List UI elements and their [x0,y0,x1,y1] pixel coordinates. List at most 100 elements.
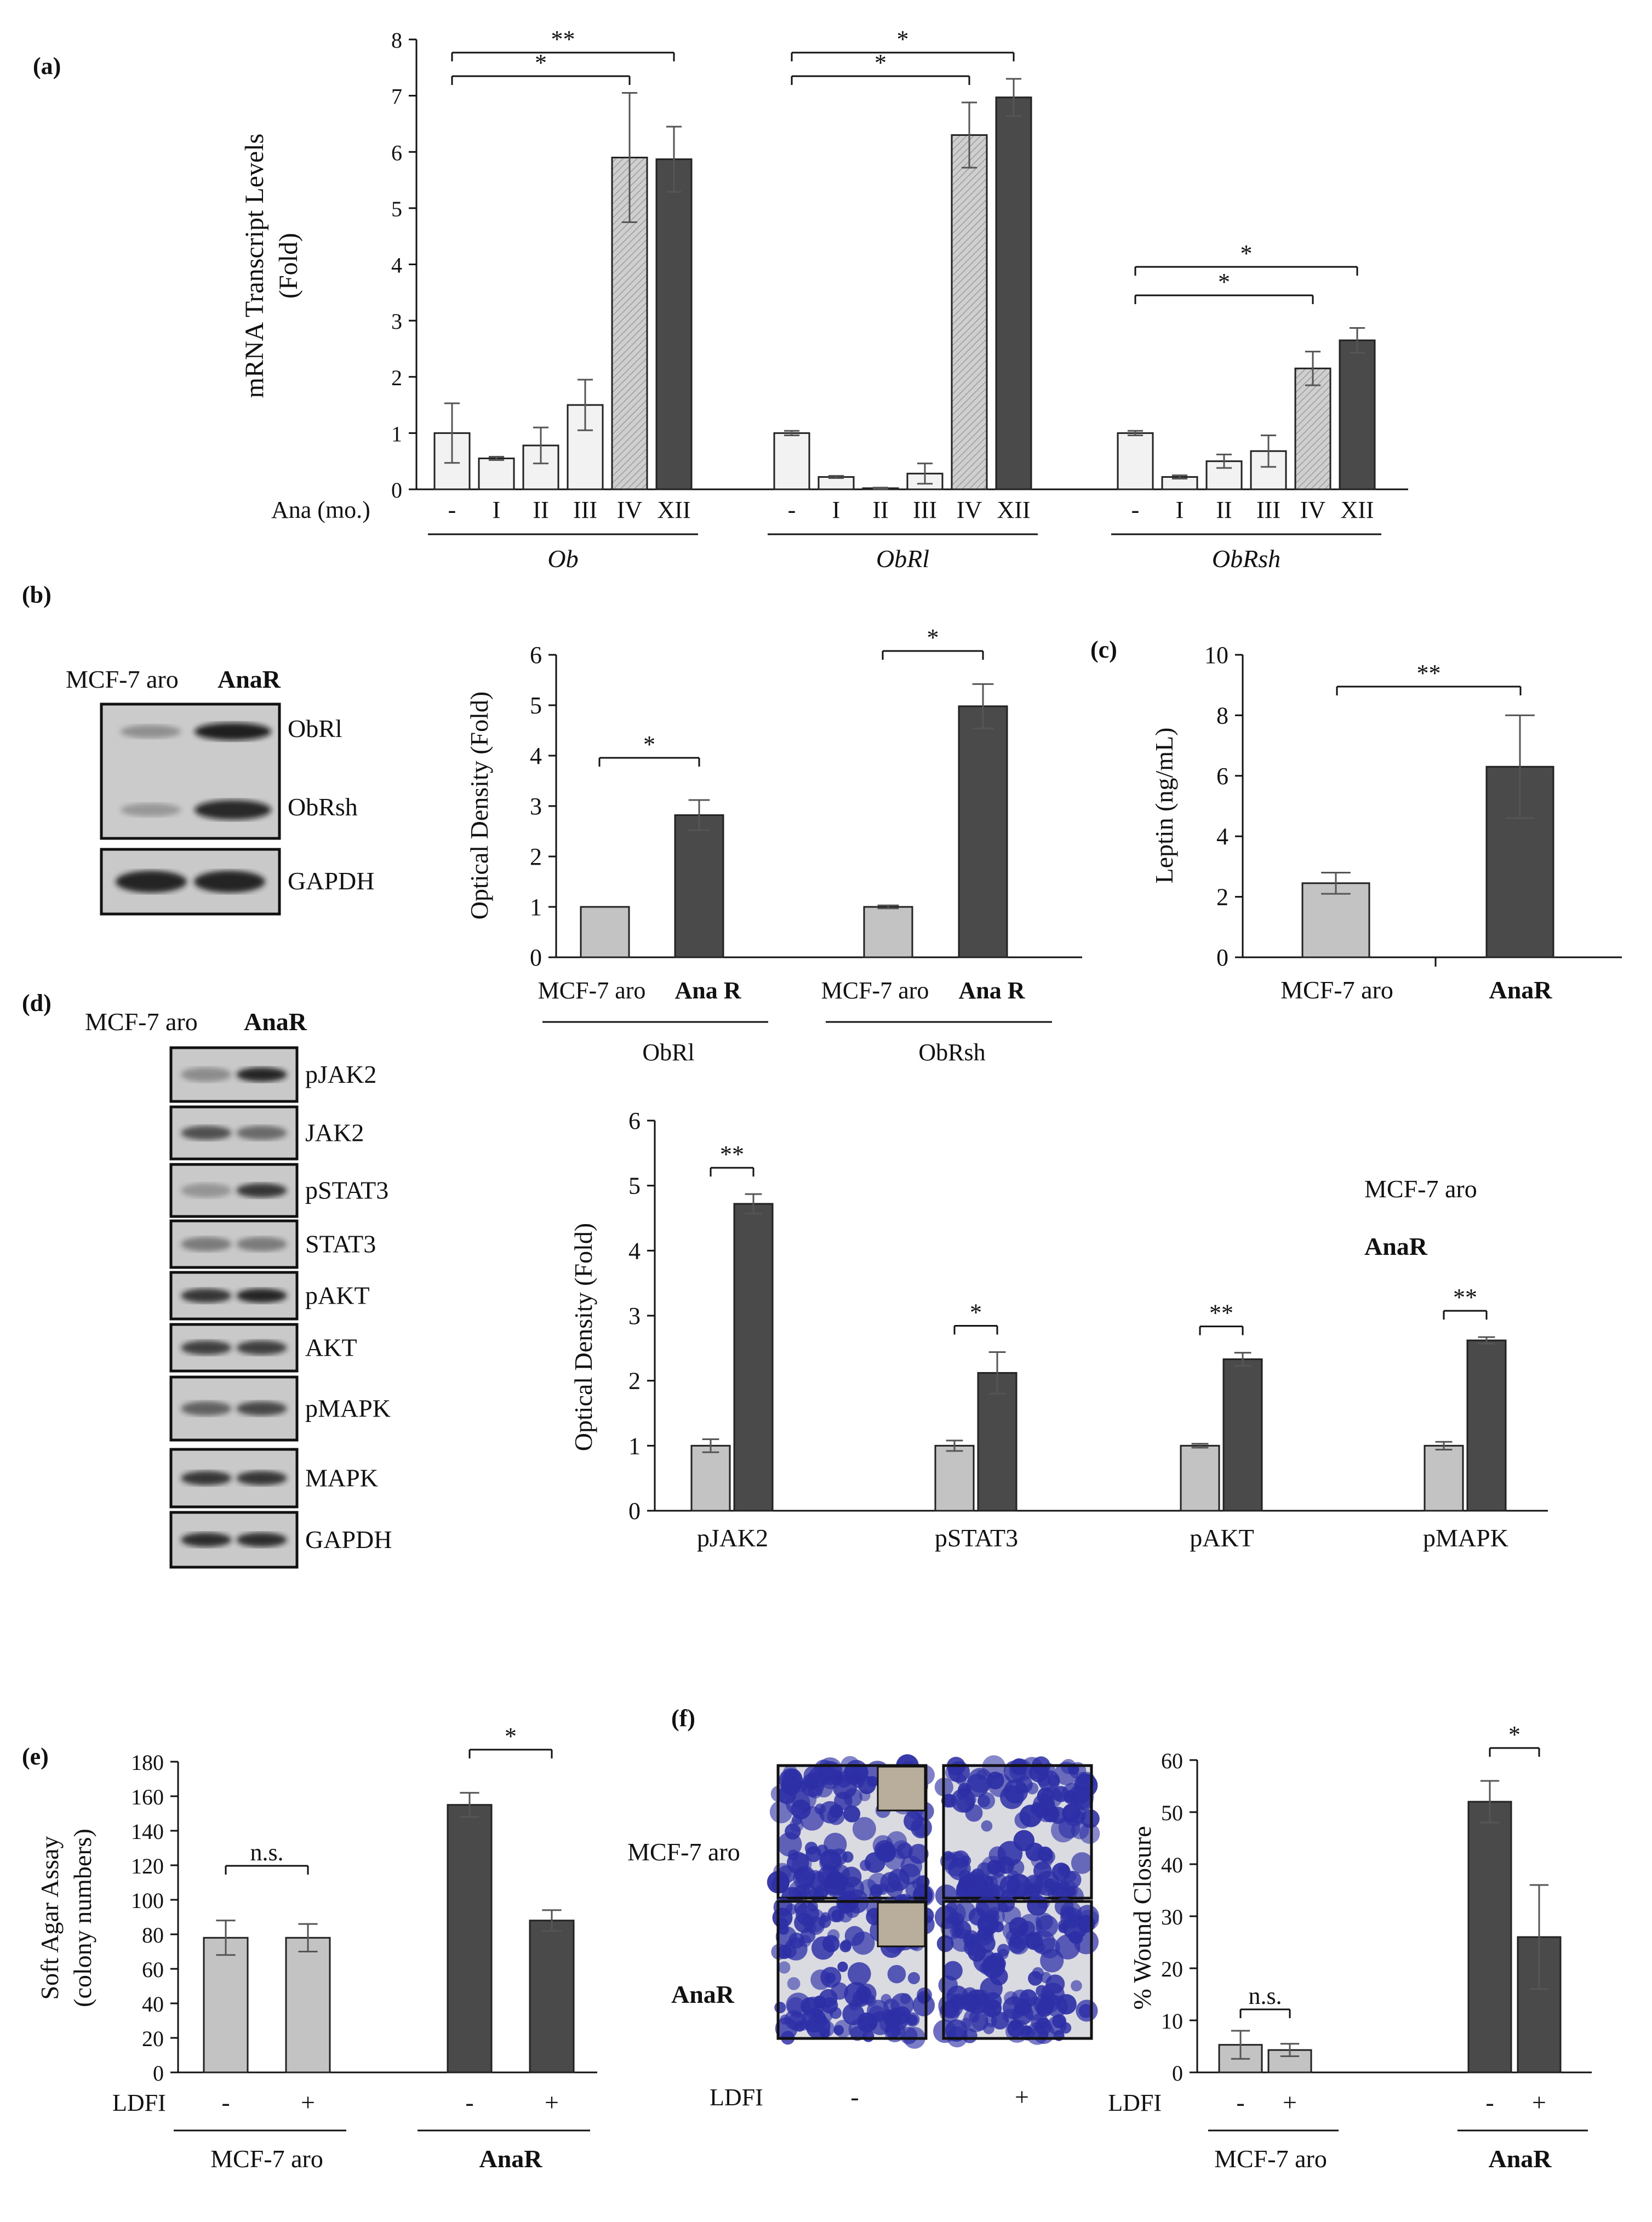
micrograph-anar-untreated-cell-cluster [805,1922,816,1933]
x-tick-label: - [788,496,796,523]
micrograph-anar-untreated-cell-cluster [905,2012,920,2027]
panel-label-e: (e) [22,1743,49,1770]
y-tick-label: 0 [1172,2061,1183,2086]
micrograph-mcf7-untreated-cell-cluster [814,1884,828,1900]
micrograph-anar-ldfi-frame [942,1900,1093,2040]
blot-d-STAT3-band-lane2 [236,1237,287,1252]
y-tick-label: 0 [153,2061,164,2086]
bar-anar-pAKT [1222,1358,1263,1512]
x-tick-label: - [1131,496,1140,523]
y-axis-title: Optical Density (Fold) [465,692,493,920]
y-tick-label: 5 [391,197,402,221]
micrograph-mcf7-untreated-cell-cluster [799,1806,825,1831]
x-tick-label: XII [657,496,690,523]
micrograph-mcf7-ldfi-cell-cluster [1019,1804,1042,1827]
y-axis-title: Optical Density (Fold) [569,1223,597,1452]
micrograph-anar-ldfi-cell-cluster [1007,2020,1025,2038]
micrograph-anar-ldfi-cell-cluster [997,1944,1010,1957]
panel-e-soft-agar-chart: 0 20 40 60 80 100 120 140 160 180 Soft Agar Assay(… [36,1723,597,2173]
group-label: AnaR [479,2145,542,2173]
micrograph-anar-untreated-cell-cluster [774,2002,786,2014]
micrograph-anar-ldfi-cell-cluster [1052,2014,1067,2029]
micrograph-anar-untreated-cell-cluster [852,1990,870,2007]
panel-label-a: (a) [33,53,61,79]
bar-Ob-2 [522,444,559,490]
micrograph-mcf7-ldfi-cell-cluster [1071,1821,1089,1840]
bar-ObRl-1 [674,814,724,958]
micrograph-mcf7-ldfi-cell-cluster [1051,1818,1076,1843]
blot-d-JAK2 [169,1105,299,1161]
x-tick-label: MCF-7 aro [821,977,929,1004]
y-tick-label: 0 [1216,944,1228,971]
blot-band-label: pMAPK [305,1395,391,1423]
x-tick-label: I [1176,496,1184,523]
micrograph-mcf7-ldfi-cell-cluster [971,1868,985,1882]
micrograph-anar-untreated [771,1889,935,2049]
significance-mark: * [1508,1721,1520,1748]
y-tick-label: 0 [530,944,542,971]
panel-c-leptin-chart: 0 2 4 6 8 10 Leptin (ng/mL) MCF-7 aro AnaR ** [1150,642,1622,1004]
y-axis-title-line: (colony numbers) [68,1829,96,2007]
micrograph-mcf7-ldfi-cell-cluster [958,1869,971,1882]
micrograph-anar-untreated-cell-cluster [818,2020,835,2037]
blot-d-pAKT-band-lane2 [236,1288,287,1303]
micrograph-anar-ldfi-cell-cluster [1035,1912,1053,1930]
legend-entry: MCF-7 aro [1364,1175,1477,1203]
micrograph-treatment-label: + [1015,2083,1029,2111]
micrograph-anar-ldfi-cell-cluster [945,2019,968,2042]
panel-label-f: (f) [671,1705,695,1732]
micrograph-treatment-label: - [850,2083,859,2111]
blot-band-label: JAK2 [305,1119,364,1147]
micrograph-anar-ldfi-cell-cluster [1071,1980,1082,1992]
y-tick-label: 20 [142,2026,164,2051]
y-tick-label: 10 [1161,2009,1183,2033]
micrograph-mcf7-untreated-cell-cluster [781,1775,802,1796]
significance-mark: * [1241,240,1253,267]
micrograph-anar-ldfi-cell-cluster [964,1933,979,1949]
significance-mark: n.s. [250,1839,283,1866]
y-tick-label: 4 [391,253,402,278]
micrograph-anar-untreated-cell-cluster [839,1940,851,1952]
micrograph-anar-untreated-cell-cluster [775,1926,797,1947]
micrograph-anar-untreated-cell-cluster [807,1901,818,1912]
bar-soft-agar-0-1 [285,1937,331,2074]
significance-mark: * [505,1723,517,1750]
micrograph-mcf7-ldfi-cell-cluster [1051,1863,1071,1882]
blot-b-obrsh-lane2 [195,800,271,820]
micrograph-mcf7-ldfi [934,1755,1100,1909]
micrograph-anar-untreated-cell-cluster [907,1972,920,1985]
micrograph-anar-ldfi-cell-cluster [1002,2008,1017,2023]
micrograph-anar-ldfi-cell-cluster [1058,1920,1068,1930]
x-tick-label: pJAK2 [697,1524,768,1552]
micrograph-mcf7-untreated-cell-cluster [886,1880,904,1898]
y-tick-label: 5 [530,692,542,719]
bar-mcf7-pJAK2 [690,1444,731,1512]
x-tick-label: II [1216,496,1232,523]
micrograph-anar-untreated-cell-cluster [794,1901,808,1915]
blot-header-lane1: MCF-7 aro [85,1008,198,1036]
western-blots: MCF-7 aro AnaR ObRl ObRsh GAPDH MCF-7 aro AnaR… [66,665,392,1569]
micrograph-mcf7-ldfi-cell-cluster [977,1795,990,1808]
blot-band-label: ObRsh [288,793,358,821]
blot-band-label: pSTAT3 [305,1176,388,1204]
blot-header-lane2: AnaR [244,1008,307,1036]
blot-band-label: ObRl [288,715,342,742]
bar-anar-pMAPK [1466,1339,1507,1512]
y-tick-label: 2 [628,1368,641,1395]
micrograph-row-label: AnaR [671,1980,735,2008]
micrograph-anar-ldfi [933,1895,1099,2048]
bar-ObRl-0 [773,432,810,490]
blot-d-pJAK2-band-lane2 [236,1067,287,1082]
y-tick-label: 100 [131,1888,164,1913]
y-tick-label: 4 [1216,823,1228,850]
x-tick-label: XII [997,496,1030,523]
micrograph-anar-untreated-cell-cluster [810,1969,831,1990]
micrograph-mcf7-untreated-cell-cluster [896,1842,913,1859]
x-tick-label: IV [617,496,643,523]
y-tick-label: 6 [628,1107,641,1134]
micrograph-anar-untreated-cell-cluster [777,1945,792,1960]
blot-b-gapdh-band-lane1 [116,871,187,893]
x-tick-label: XII [1340,496,1374,523]
micrograph-anar-ldfi-cell-cluster [1037,1897,1050,1909]
micrograph-mcf7-ldfi-cell-cluster [1065,1886,1076,1897]
